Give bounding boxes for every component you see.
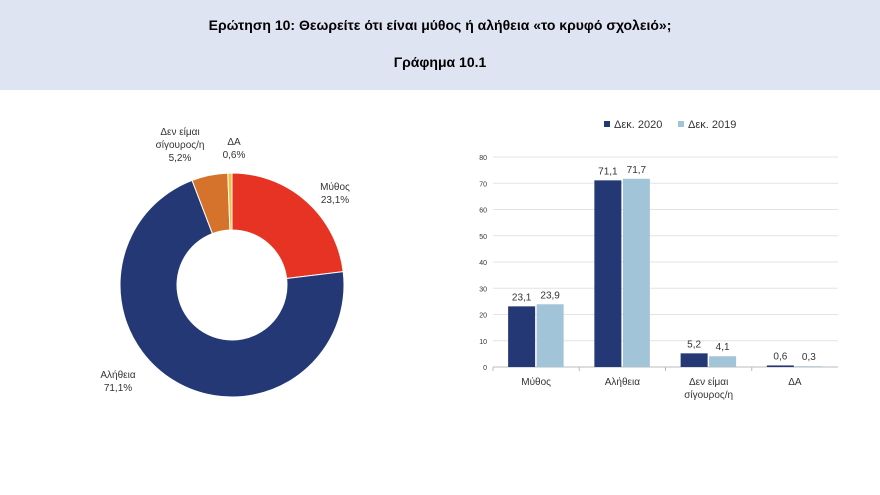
x-tick-label: Δεν είμαι <box>689 376 728 388</box>
bar <box>795 366 823 367</box>
bar <box>536 304 564 367</box>
donut-label: 0,6% <box>223 150 246 161</box>
data-label: 4,1 <box>716 342 730 353</box>
data-label: 5,2 <box>687 339 701 350</box>
legend-swatch <box>678 121 684 127</box>
data-label: 0,3 <box>802 352 816 363</box>
chart-caption: Γράφημα 10.1 <box>393 54 487 70</box>
y-tick-label: 10 <box>479 339 487 346</box>
data-label: 71,7 <box>627 165 647 176</box>
data-label: 71,1 <box>598 166 618 177</box>
donut-slice <box>227 172 233 231</box>
y-tick-label: 0 <box>483 365 487 372</box>
donut-label: 71,1% <box>104 383 132 394</box>
x-tick-label: Μύθος <box>521 376 551 388</box>
y-tick-label: 70 <box>479 181 487 188</box>
donut-label: 5,2% <box>169 153 192 164</box>
donut-slice <box>231 172 344 280</box>
page-title: Ερώτηση 10: Θεωρείτε ότι είναι μύθος ή α… <box>208 17 672 33</box>
y-tick-label: 80 <box>479 155 487 162</box>
donut-label: σίγουρος/η <box>156 139 205 151</box>
bar <box>622 178 650 367</box>
legend-label: Δεκ. 2020 <box>614 119 662 131</box>
donut-label: 23,1% <box>321 195 349 206</box>
donut-label: Μύθος <box>320 181 350 193</box>
y-tick-label: 50 <box>479 234 487 241</box>
donut-label: Αλήθεια <box>100 369 135 381</box>
bar <box>709 356 737 367</box>
x-tick-label: ΔΑ <box>788 377 802 388</box>
y-tick-label: 30 <box>479 286 487 293</box>
data-label: 0,6 <box>773 351 787 362</box>
x-tick-label: σίγουρος/η <box>684 389 733 401</box>
bar <box>594 180 622 367</box>
legend-label: Δεκ. 2019 <box>688 119 736 131</box>
legend-swatch <box>604 121 610 127</box>
donut-label: Δεν είμαι <box>160 126 199 138</box>
y-tick-label: 60 <box>479 208 487 215</box>
y-tick-label: 20 <box>479 313 487 320</box>
x-tick-label: Αλήθεια <box>605 376 640 388</box>
bar <box>766 365 794 367</box>
bar <box>680 353 708 367</box>
donut-label: ΔΑ <box>227 137 241 148</box>
bar <box>508 306 536 367</box>
data-label: 23,9 <box>540 290 560 301</box>
data-label: 23,1 <box>512 292 532 303</box>
header-band: Ερώτηση 10: Θεωρείτε ότι είναι μύθος ή α… <box>0 0 880 90</box>
y-tick-label: 40 <box>479 260 487 267</box>
donut-slice <box>119 179 345 398</box>
